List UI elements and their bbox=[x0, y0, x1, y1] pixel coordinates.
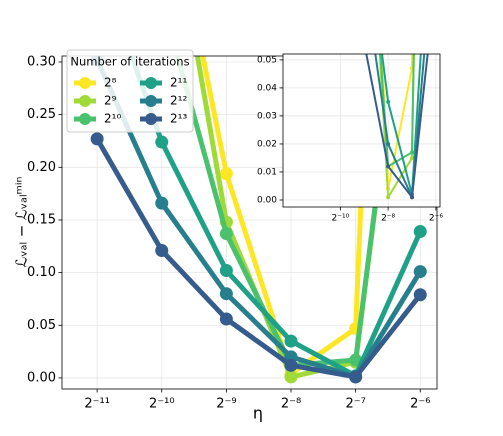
x-tick-label: 2⁻⁹ bbox=[216, 397, 236, 412]
data-point bbox=[386, 195, 391, 200]
data-point bbox=[155, 0, 168, 5]
axes-frame bbox=[61, 55, 438, 390]
plot-area bbox=[362, 41, 429, 200]
y-tick-label: 0.04 bbox=[257, 83, 277, 93]
y-tick-label: 0.10 bbox=[27, 265, 56, 280]
y-axis-label: ℒᵥₐₗ − ℒᵥₐₗᵐⁱⁿ bbox=[13, 177, 31, 268]
data-point bbox=[410, 155, 415, 160]
y-tick-label: 0.20 bbox=[27, 160, 56, 175]
data-point bbox=[410, 195, 415, 200]
legend-label: 2⁸ bbox=[104, 76, 117, 90]
legend-label: 2¹¹ bbox=[170, 76, 187, 90]
series-line bbox=[365, 54, 429, 199]
series-line bbox=[381, 54, 422, 196]
data-point bbox=[219, 287, 233, 301]
legend-box bbox=[66, 49, 194, 133]
y-tick-label: 0.01 bbox=[257, 167, 277, 177]
x-axis-label: η bbox=[253, 404, 263, 423]
data-point bbox=[410, 150, 415, 155]
legend: Number of iterations 2⁸ 2⁹ 2¹⁰ 2¹¹ 2¹² 2¹³ bbox=[66, 49, 194, 133]
data-point bbox=[413, 288, 427, 302]
legend-title: Number of iterations bbox=[70, 55, 189, 69]
legend-label: 2⁹ bbox=[104, 94, 117, 108]
x-tick-label: 2⁻⁷ bbox=[345, 397, 365, 412]
legend-marker bbox=[145, 95, 157, 107]
data-point bbox=[349, 370, 363, 384]
x-tick-label: 2⁻¹⁰ bbox=[149, 397, 175, 412]
data-point bbox=[386, 164, 391, 169]
legend-marker bbox=[145, 77, 157, 89]
data-point bbox=[386, 99, 391, 104]
legend-marker bbox=[79, 113, 91, 125]
data-point bbox=[413, 265, 427, 279]
legend-label: 2¹² bbox=[170, 94, 187, 108]
x-tick-label: 2⁻⁶ bbox=[429, 214, 443, 224]
axes-frame bbox=[282, 53, 441, 208]
legend-marker bbox=[79, 77, 91, 89]
y-tick-label: 0.03 bbox=[257, 111, 277, 121]
y-tick-label: 0.05 bbox=[257, 55, 277, 65]
series-line bbox=[374, 54, 426, 199]
data-point bbox=[219, 227, 233, 241]
legend-marker bbox=[79, 95, 91, 107]
x-tick-label: 2⁻⁸ bbox=[281, 397, 301, 412]
y-tick-label: 0.00 bbox=[27, 370, 56, 385]
data-point bbox=[155, 196, 169, 210]
data-point bbox=[284, 358, 298, 372]
x-tick-label: 2⁻⁸ bbox=[381, 214, 395, 224]
y-tick-label: 0.02 bbox=[257, 139, 277, 149]
x-tick-label: 2⁻¹¹ bbox=[84, 397, 110, 412]
data-point bbox=[219, 167, 233, 181]
y-tick-label: 0.15 bbox=[27, 212, 56, 227]
legend-marker bbox=[145, 113, 157, 125]
series-line bbox=[174, 56, 397, 368]
data-point bbox=[284, 370, 298, 384]
y-tick-label: 0.00 bbox=[257, 195, 277, 205]
data-point bbox=[284, 334, 298, 348]
legend-label: 2¹³ bbox=[170, 112, 187, 126]
data-point bbox=[155, 135, 169, 149]
data-point bbox=[90, 132, 104, 146]
x-tick-label: 2⁻¹⁰ bbox=[331, 214, 349, 224]
data-point bbox=[362, 41, 366, 45]
data-point bbox=[219, 264, 233, 278]
data-point bbox=[219, 312, 233, 326]
data-point bbox=[413, 225, 427, 239]
y-tick-label: 0.05 bbox=[27, 318, 56, 333]
legend-label: 2¹⁰ bbox=[104, 112, 121, 126]
series-line bbox=[94, 137, 423, 380]
x-tick-label: 2⁻⁶ bbox=[410, 397, 430, 412]
y-tick-label: 0.30 bbox=[27, 55, 56, 70]
y-tick-label: 0.25 bbox=[27, 107, 56, 122]
data-point bbox=[386, 141, 391, 146]
data-point bbox=[155, 244, 169, 258]
